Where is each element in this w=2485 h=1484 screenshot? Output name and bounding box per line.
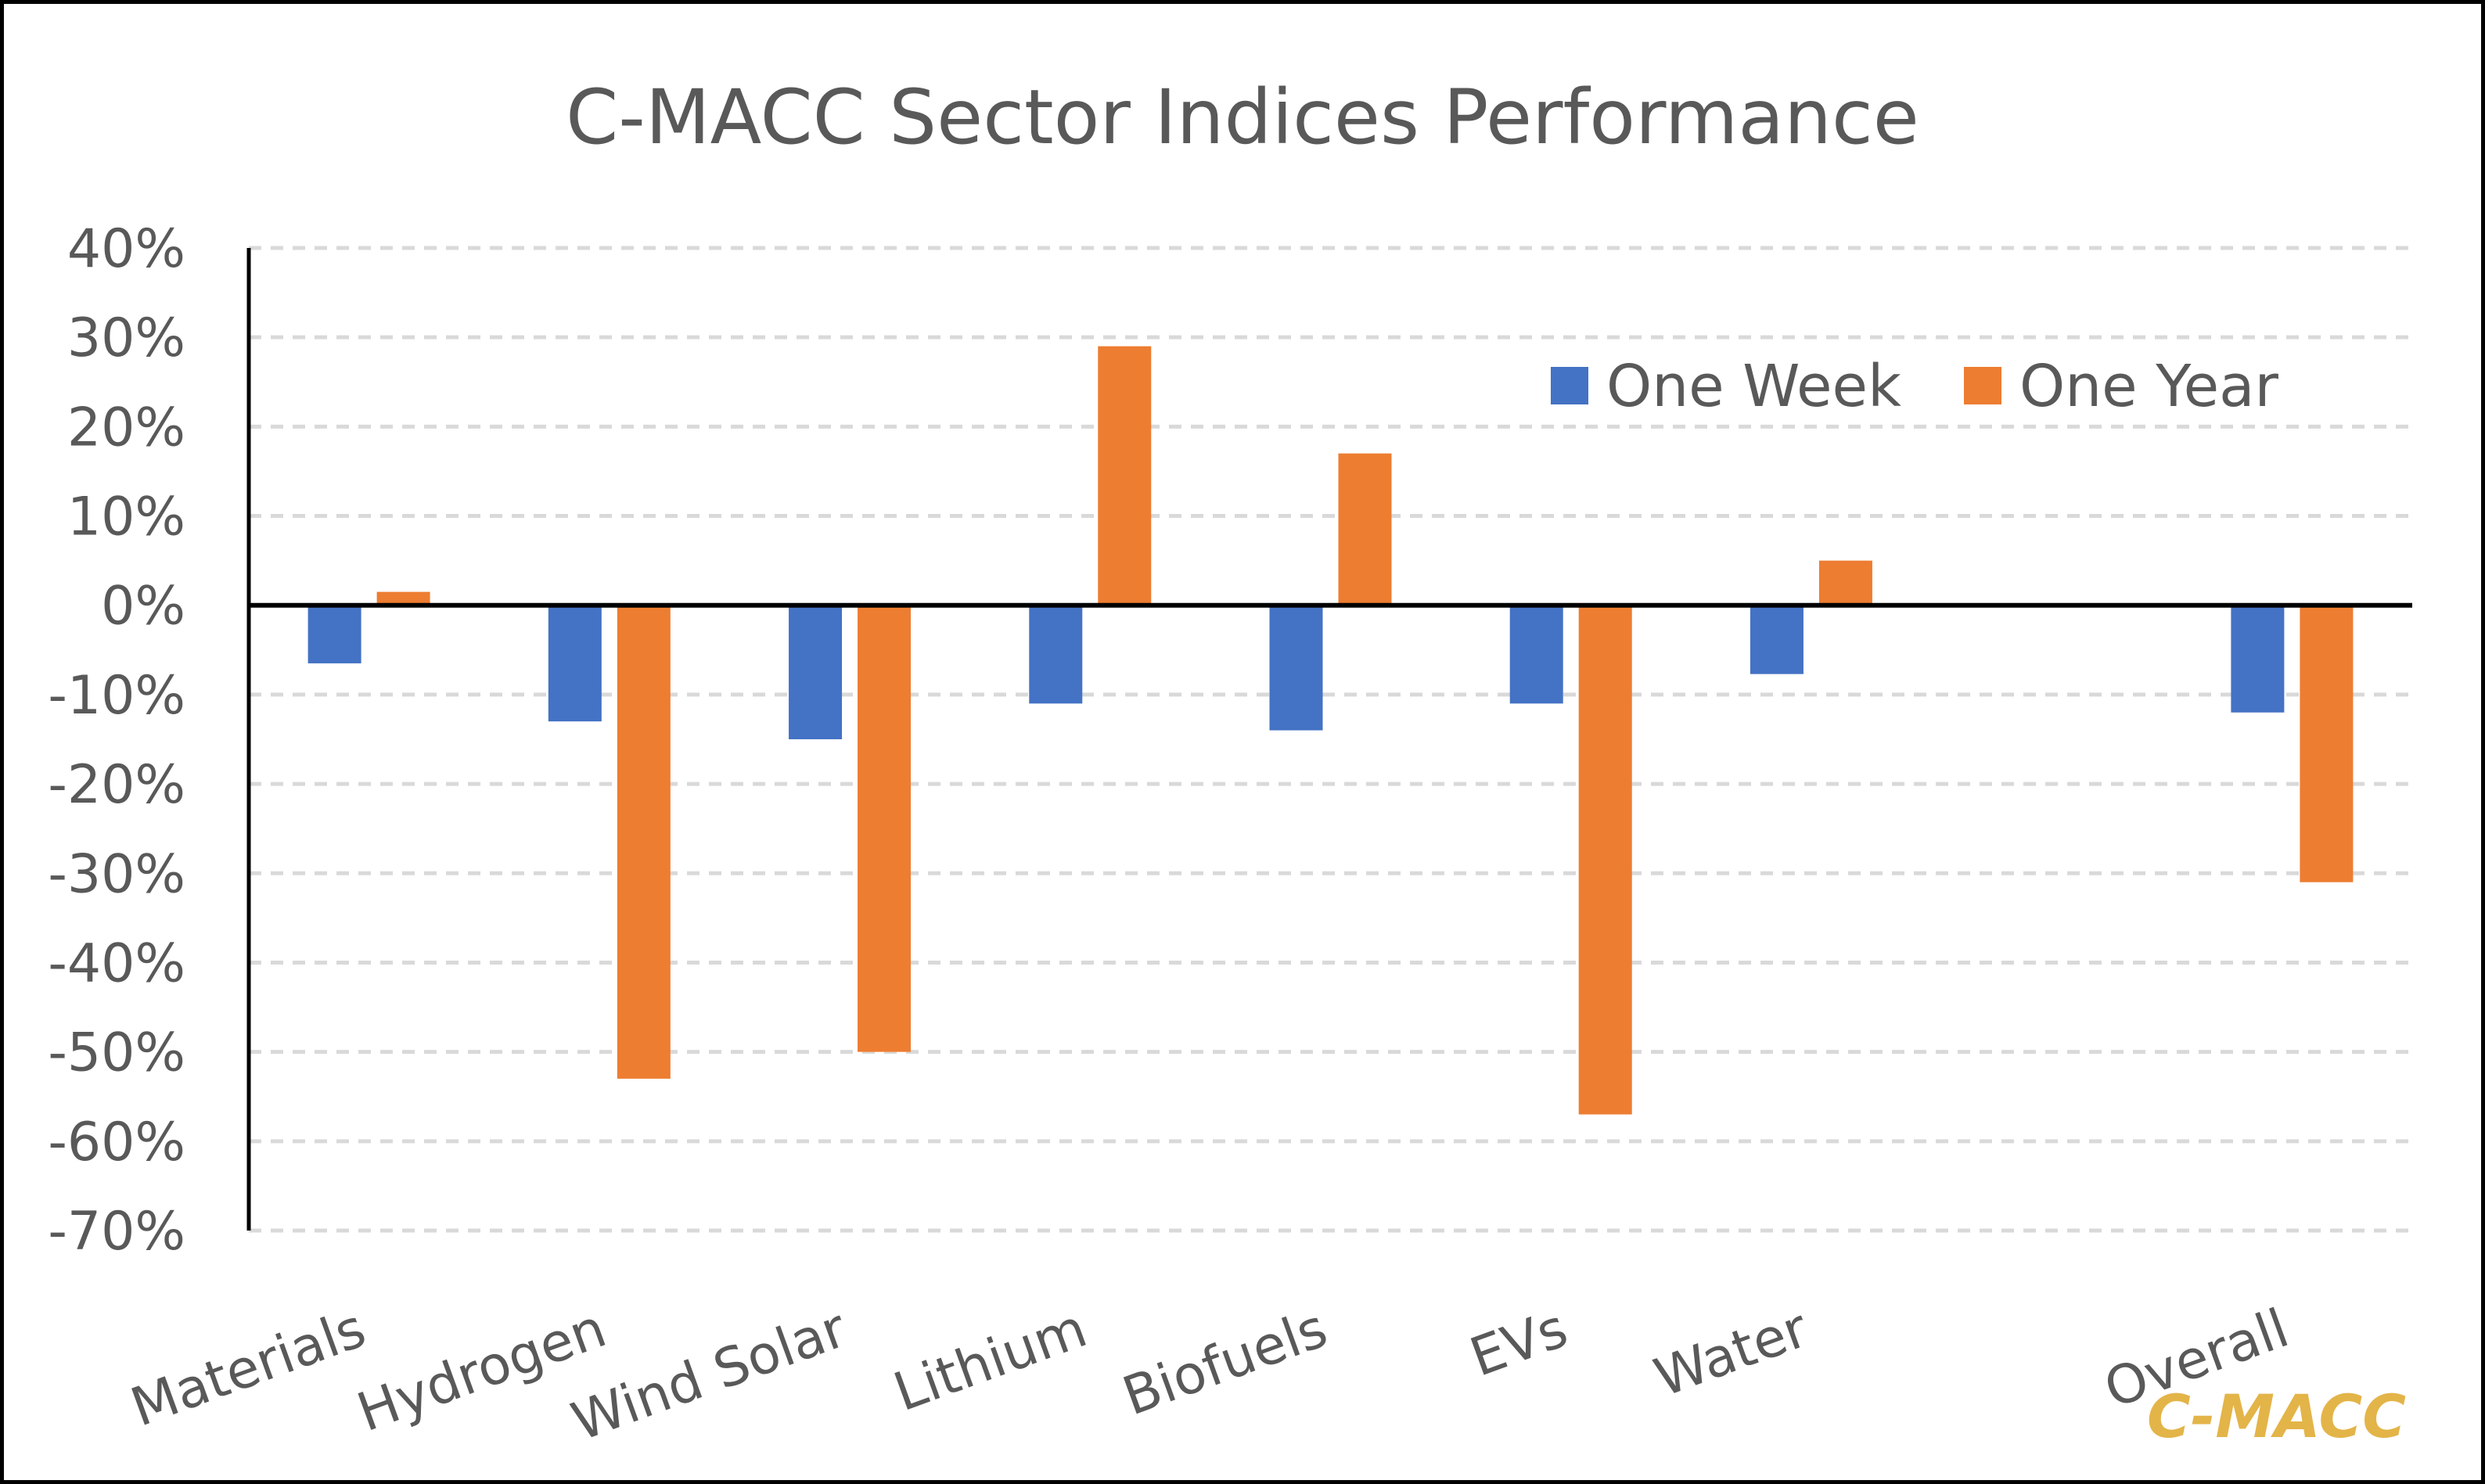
- bar-one-year: [1578, 605, 1632, 1115]
- c-macc-watermark: C-MACC: [2147, 1382, 2406, 1451]
- y-tick-label: -10%: [48, 665, 185, 727]
- bar-one-year: [376, 591, 430, 605]
- legend-swatch-one-year: [1964, 367, 2001, 404]
- bars: [307, 346, 2354, 1115]
- y-tick-label: -60%: [48, 1112, 185, 1173]
- bar-one-year: [858, 605, 912, 1052]
- y-tick-label: 30%: [67, 307, 185, 369]
- x-tick-label: Biofuels: [1115, 1298, 1335, 1428]
- bar-one-year: [1338, 453, 1392, 605]
- y-tick-label: 10%: [67, 487, 185, 548]
- y-axis-tick-labels: 40% 30% 20% 10% 0% -10% -20% -30% -40% -50% -60% -7…: [48, 218, 185, 1263]
- x-tick-label: Water: [1647, 1298, 1816, 1410]
- y-tick-label: 0%: [101, 576, 185, 638]
- y-tick-label: -50%: [48, 1022, 185, 1084]
- y-tick-label: 20%: [67, 397, 185, 458]
- bar-one-week: [1269, 605, 1323, 731]
- y-tick-label: -20%: [48, 754, 185, 816]
- axes: [246, 248, 2412, 1231]
- y-tick-label: -30%: [48, 843, 185, 905]
- bar-one-week: [1509, 605, 1563, 704]
- x-tick-label: Materials: [124, 1298, 374, 1439]
- bar-one-week: [1029, 605, 1083, 704]
- chart-svg: C-MACC Sector Indices Performance 40% 30%…: [48, 74, 2412, 1453]
- x-tick-label: Wind Solar: [564, 1298, 854, 1453]
- bar-one-week: [2231, 605, 2285, 713]
- bar-one-week: [548, 605, 602, 722]
- y-tick-label: 40%: [67, 218, 185, 280]
- legend-label-one-year: One Year: [2019, 353, 2278, 420]
- chart-title: C-MACC Sector Indices Performance: [566, 74, 1919, 161]
- bar-one-week: [307, 605, 361, 663]
- x-tick-label: Lithium: [886, 1298, 1095, 1424]
- gridlines: [249, 246, 2412, 1233]
- bar-one-year: [1818, 560, 1872, 605]
- legend-label-one-week: One Week: [1606, 353, 1901, 420]
- bar-one-year: [617, 605, 671, 1079]
- legend-swatch-one-week: [1551, 367, 1588, 404]
- y-tick-label: -40%: [48, 932, 185, 994]
- bar-one-week: [789, 605, 843, 739]
- x-tick-label: EVs: [1462, 1298, 1575, 1389]
- legend: One Week One Year: [1551, 353, 2278, 420]
- bar-one-year: [2300, 605, 2354, 882]
- bar-one-week: [1750, 605, 1804, 674]
- bar-one-year: [1098, 346, 1152, 605]
- y-tick-label: -70%: [48, 1201, 185, 1263]
